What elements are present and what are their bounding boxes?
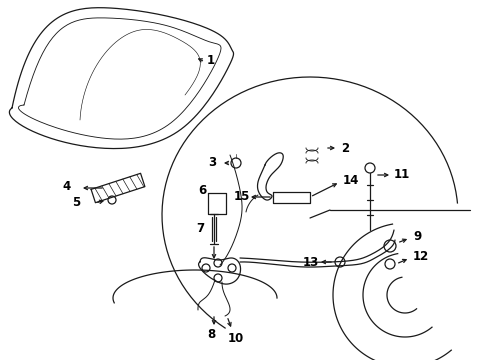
Text: 9: 9: [412, 230, 420, 243]
Text: 2: 2: [340, 141, 348, 154]
Text: 5: 5: [72, 195, 80, 208]
Text: 3: 3: [207, 156, 216, 168]
Text: 11: 11: [393, 168, 409, 181]
Text: 15: 15: [234, 190, 250, 203]
Text: 12: 12: [412, 251, 428, 264]
Text: 1: 1: [206, 54, 215, 68]
Text: 8: 8: [206, 328, 215, 341]
Text: 6: 6: [198, 184, 206, 198]
Text: 4: 4: [62, 180, 70, 193]
Text: 10: 10: [227, 332, 244, 345]
Text: 13: 13: [303, 256, 319, 269]
Text: 14: 14: [342, 175, 359, 188]
Text: 7: 7: [196, 221, 203, 234]
